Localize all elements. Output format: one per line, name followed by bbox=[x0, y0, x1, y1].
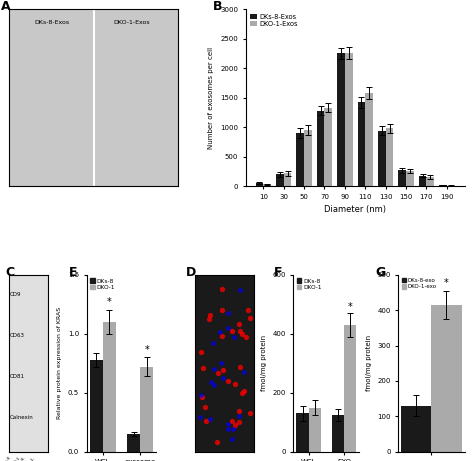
Bar bbox=[276, 174, 284, 186]
Bar bbox=[264, 184, 271, 186]
Bar bbox=[378, 131, 386, 186]
Text: DKO-1-Exos: DKO-1-Exos bbox=[114, 20, 151, 25]
Bar bbox=[140, 367, 153, 452]
Text: F: F bbox=[273, 266, 282, 279]
Point bbox=[352, 59, 359, 66]
Legend: DKs-8-Exos, DKO-1-Exos: DKs-8-Exos, DKO-1-Exos bbox=[249, 12, 300, 29]
Text: CD81: CD81 bbox=[10, 374, 25, 379]
Bar bbox=[386, 129, 393, 186]
Text: E: E bbox=[69, 266, 78, 279]
Bar bbox=[90, 360, 103, 452]
Text: *: * bbox=[107, 297, 112, 307]
Bar bbox=[419, 176, 427, 186]
Y-axis label: Relative protein expression of KRAS: Relative protein expression of KRAS bbox=[57, 307, 62, 420]
Bar bbox=[103, 322, 116, 452]
Text: DKs-8-Exos: DKs-8-Exos bbox=[35, 20, 70, 25]
X-axis label: Diameter (nm): Diameter (nm) bbox=[324, 206, 386, 214]
Point bbox=[323, 77, 330, 84]
Text: DKO-1: DKO-1 bbox=[9, 455, 21, 461]
Text: *: * bbox=[444, 278, 449, 289]
Legend: DKs-8, DKO-1: DKs-8, DKO-1 bbox=[90, 278, 116, 290]
Bar bbox=[398, 170, 406, 186]
Point bbox=[419, 268, 427, 276]
Bar bbox=[427, 177, 434, 186]
Text: B: B bbox=[213, 0, 222, 13]
Bar bbox=[332, 415, 344, 452]
Bar bbox=[439, 185, 447, 186]
Bar bbox=[317, 111, 325, 186]
Bar bbox=[296, 133, 304, 186]
Legend: DKs-8-exo, DKO-1-exo: DKs-8-exo, DKO-1-exo bbox=[401, 278, 438, 290]
Text: G: G bbox=[375, 266, 385, 279]
Text: C: C bbox=[6, 266, 15, 279]
Point bbox=[263, 46, 271, 53]
Bar bbox=[284, 173, 292, 186]
Y-axis label: fmol/mg protein: fmol/mg protein bbox=[261, 335, 267, 391]
Text: D: D bbox=[186, 266, 197, 279]
Bar bbox=[406, 171, 414, 186]
Text: *: * bbox=[144, 345, 149, 355]
Text: CD63: CD63 bbox=[10, 333, 25, 338]
Y-axis label: fmol/mg protein: fmol/mg protein bbox=[365, 335, 372, 391]
Bar bbox=[127, 434, 140, 452]
Bar bbox=[431, 305, 462, 452]
Y-axis label: Number of exosomes per cell: Number of exosomes per cell bbox=[209, 47, 214, 149]
Bar bbox=[304, 130, 312, 186]
Bar bbox=[296, 414, 309, 452]
Text: DKO-1-
Exos: DKO-1- Exos bbox=[24, 455, 40, 461]
Bar bbox=[255, 183, 264, 186]
Text: *: * bbox=[348, 302, 353, 312]
Text: DKs-8-
Exos: DKs-8- Exos bbox=[15, 455, 30, 461]
Text: DKs-8: DKs-8 bbox=[0, 455, 11, 461]
Bar bbox=[401, 406, 431, 452]
Bar bbox=[365, 93, 373, 186]
Bar bbox=[357, 102, 365, 186]
Bar bbox=[325, 108, 332, 186]
Legend: DKs-8, DKO-1: DKs-8, DKO-1 bbox=[296, 278, 322, 290]
Text: CD9: CD9 bbox=[10, 292, 22, 297]
Text: Calnexin: Calnexin bbox=[10, 414, 34, 420]
Bar bbox=[309, 408, 321, 452]
Bar bbox=[337, 53, 345, 186]
Bar bbox=[344, 325, 356, 452]
Text: A: A bbox=[1, 0, 11, 13]
Bar bbox=[345, 53, 353, 186]
